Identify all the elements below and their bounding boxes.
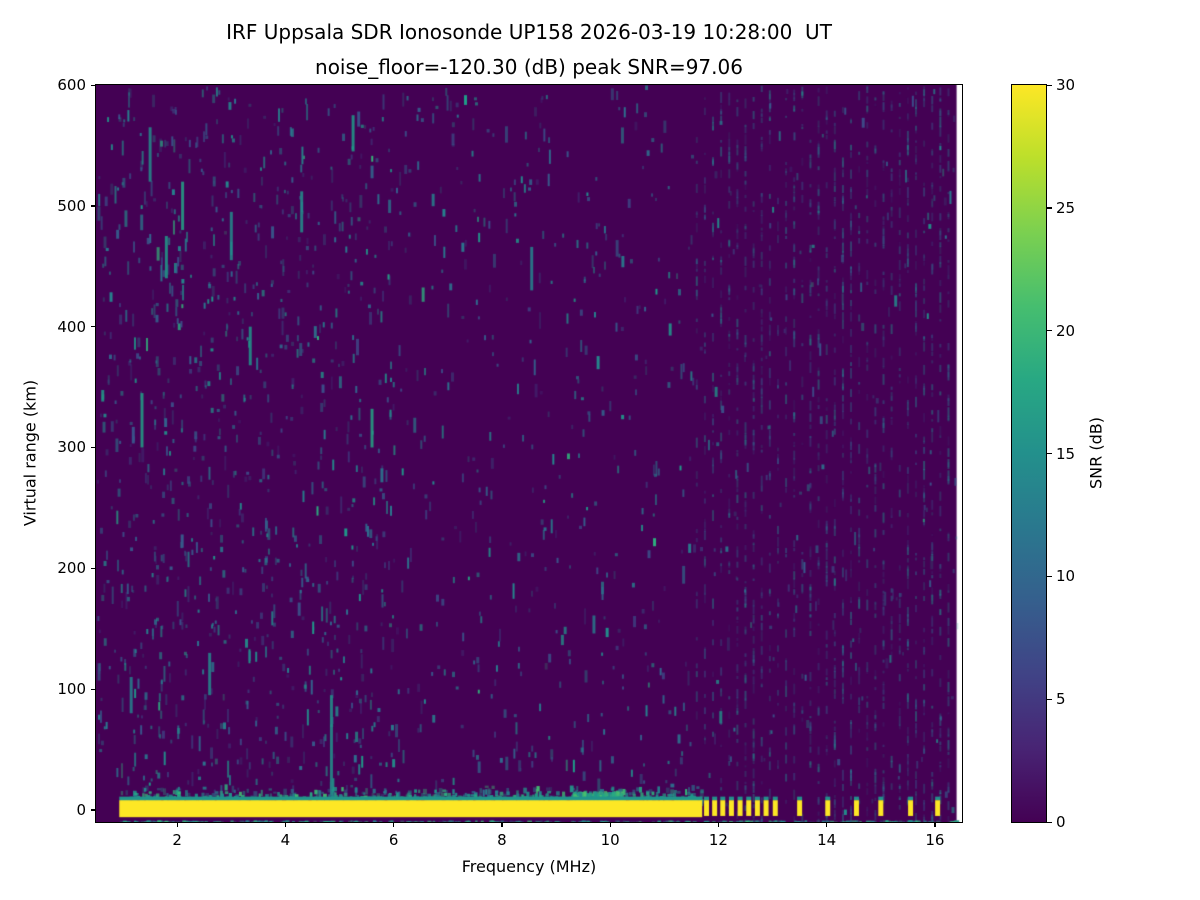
y-tick-label: 300 bbox=[57, 438, 86, 457]
heatmap-canvas bbox=[96, 85, 962, 822]
x-tick bbox=[934, 822, 936, 827]
y-tick-label: 600 bbox=[57, 76, 86, 94]
x-tick-label: 8 bbox=[497, 831, 507, 849]
x-tick bbox=[826, 822, 828, 827]
colorbar bbox=[1011, 84, 1047, 823]
colorbar-tick-label: 10 bbox=[1056, 567, 1076, 586]
x-tick-label: 4 bbox=[280, 831, 291, 849]
plot-area bbox=[95, 84, 963, 823]
x-tick bbox=[284, 822, 287, 827]
colorbar-tick-label: 25 bbox=[1056, 198, 1076, 217]
colorbar-tick bbox=[1047, 453, 1052, 455]
x-tick bbox=[501, 822, 503, 827]
x-tick-label: 12 bbox=[708, 831, 728, 849]
y-tick bbox=[91, 326, 96, 328]
x-tick bbox=[609, 822, 611, 827]
x-tick-label: 6 bbox=[388, 831, 399, 849]
colorbar-tick bbox=[1047, 84, 1052, 86]
colorbar-tick bbox=[1047, 330, 1052, 332]
colorbar-tick-label: 0 bbox=[1056, 813, 1066, 831]
y-tick-label: 500 bbox=[57, 196, 86, 215]
y-tick bbox=[91, 809, 96, 811]
colorbar-tick-label: 15 bbox=[1056, 444, 1076, 463]
colorbar-tick bbox=[1047, 698, 1052, 700]
y-tick bbox=[91, 446, 96, 449]
y-tick-label: 200 bbox=[57, 559, 86, 578]
x-tick-label: 2 bbox=[172, 831, 182, 849]
y-tick bbox=[91, 567, 96, 569]
y-tick bbox=[91, 205, 96, 207]
x-axis-label: Frequency (MHz) bbox=[461, 857, 597, 876]
colorbar-tick bbox=[1047, 821, 1052, 823]
y-tick bbox=[91, 688, 96, 690]
colorbar-gradient bbox=[1012, 85, 1046, 822]
y-tick-label: 400 bbox=[57, 317, 86, 336]
x-tick bbox=[393, 822, 395, 827]
x-tick-label: 16 bbox=[925, 831, 945, 849]
chart-subtitle: noise_floor=-120.30 (dB) peak SNR=97.06 bbox=[315, 55, 743, 79]
x-tick bbox=[717, 822, 720, 827]
colorbar-tick-label: 20 bbox=[1056, 321, 1076, 340]
x-tick-label: 10 bbox=[600, 831, 620, 849]
x-tick-label: 14 bbox=[817, 831, 837, 849]
colorbar-tick bbox=[1047, 575, 1052, 578]
chart-title: IRF Uppsala SDR Ionosonde UP158 2026-03-… bbox=[226, 20, 832, 44]
colorbar-tick bbox=[1047, 207, 1052, 209]
y-tick-label: 100 bbox=[57, 680, 86, 699]
y-tick bbox=[91, 84, 96, 86]
x-tick bbox=[176, 822, 178, 827]
y-tick-label: 0 bbox=[76, 800, 86, 819]
colorbar-tick-label: 5 bbox=[1056, 690, 1066, 709]
colorbar-tick-label: 30 bbox=[1056, 76, 1076, 94]
